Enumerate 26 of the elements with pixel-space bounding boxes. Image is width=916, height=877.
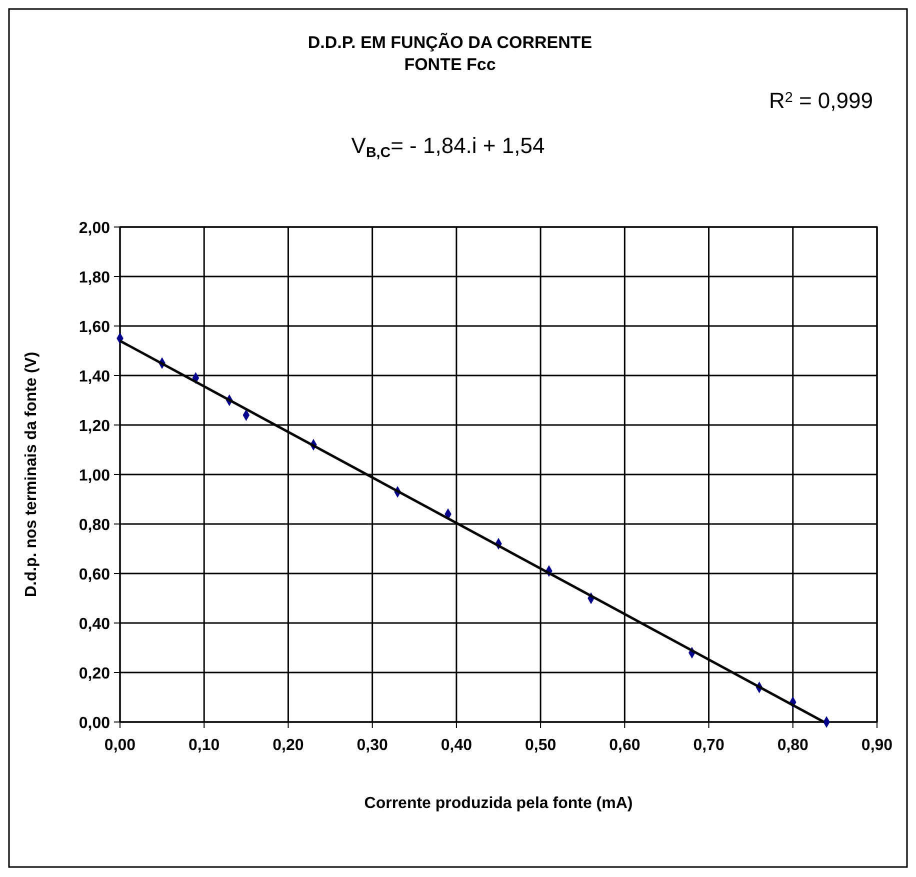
x-axis-title: Corrente produzida pela fonte (mA) <box>364 795 633 812</box>
x-tick-label: 0,40 <box>440 737 472 754</box>
y-tick-label: 1,80 <box>78 270 110 286</box>
y-tick-label: 0,40 <box>78 616 110 633</box>
x-tick-label: 0,70 <box>693 737 724 754</box>
y-axis-title: D.d.p. nos terminais da fonte (V) <box>23 352 40 598</box>
y-tick-label: 1,00 <box>78 468 110 484</box>
y-tick-label: 0,00 <box>78 715 110 732</box>
x-tick-label: 0,10 <box>188 737 220 754</box>
y-tick-label: 2,00 <box>78 220 110 237</box>
x-tick-label: 0,30 <box>356 737 388 754</box>
x-tick-label: 0,90 <box>861 737 893 754</box>
chart-title: D.D.P. EM FUNÇÃO DA CORRENTE FONTE Fcc <box>308 32 592 74</box>
text: R$^{2}$ = 0,999 <box>769 88 873 113</box>
x-tick-label: 0,50 <box>524 737 556 754</box>
x-tick-label: 0,80 <box>777 737 809 754</box>
x-tick-label: 0,00 <box>104 737 136 754</box>
y-tick-label: 1,40 <box>78 368 110 386</box>
x-tick-label: 0,60 <box>609 737 640 754</box>
y-tick-label: 0,80 <box>78 517 110 534</box>
x-tick-label: 0,20 <box>272 737 304 754</box>
text: V$_{B,C}$= - 1,84.i + 1,54 <box>351 133 545 162</box>
y-tick-label: 1,20 <box>78 418 110 435</box>
y-tick-label: 1,60 <box>78 319 110 336</box>
y-tick-label: 0,60 <box>78 566 110 584</box>
y-tick-label: 0,20 <box>78 666 110 682</box>
